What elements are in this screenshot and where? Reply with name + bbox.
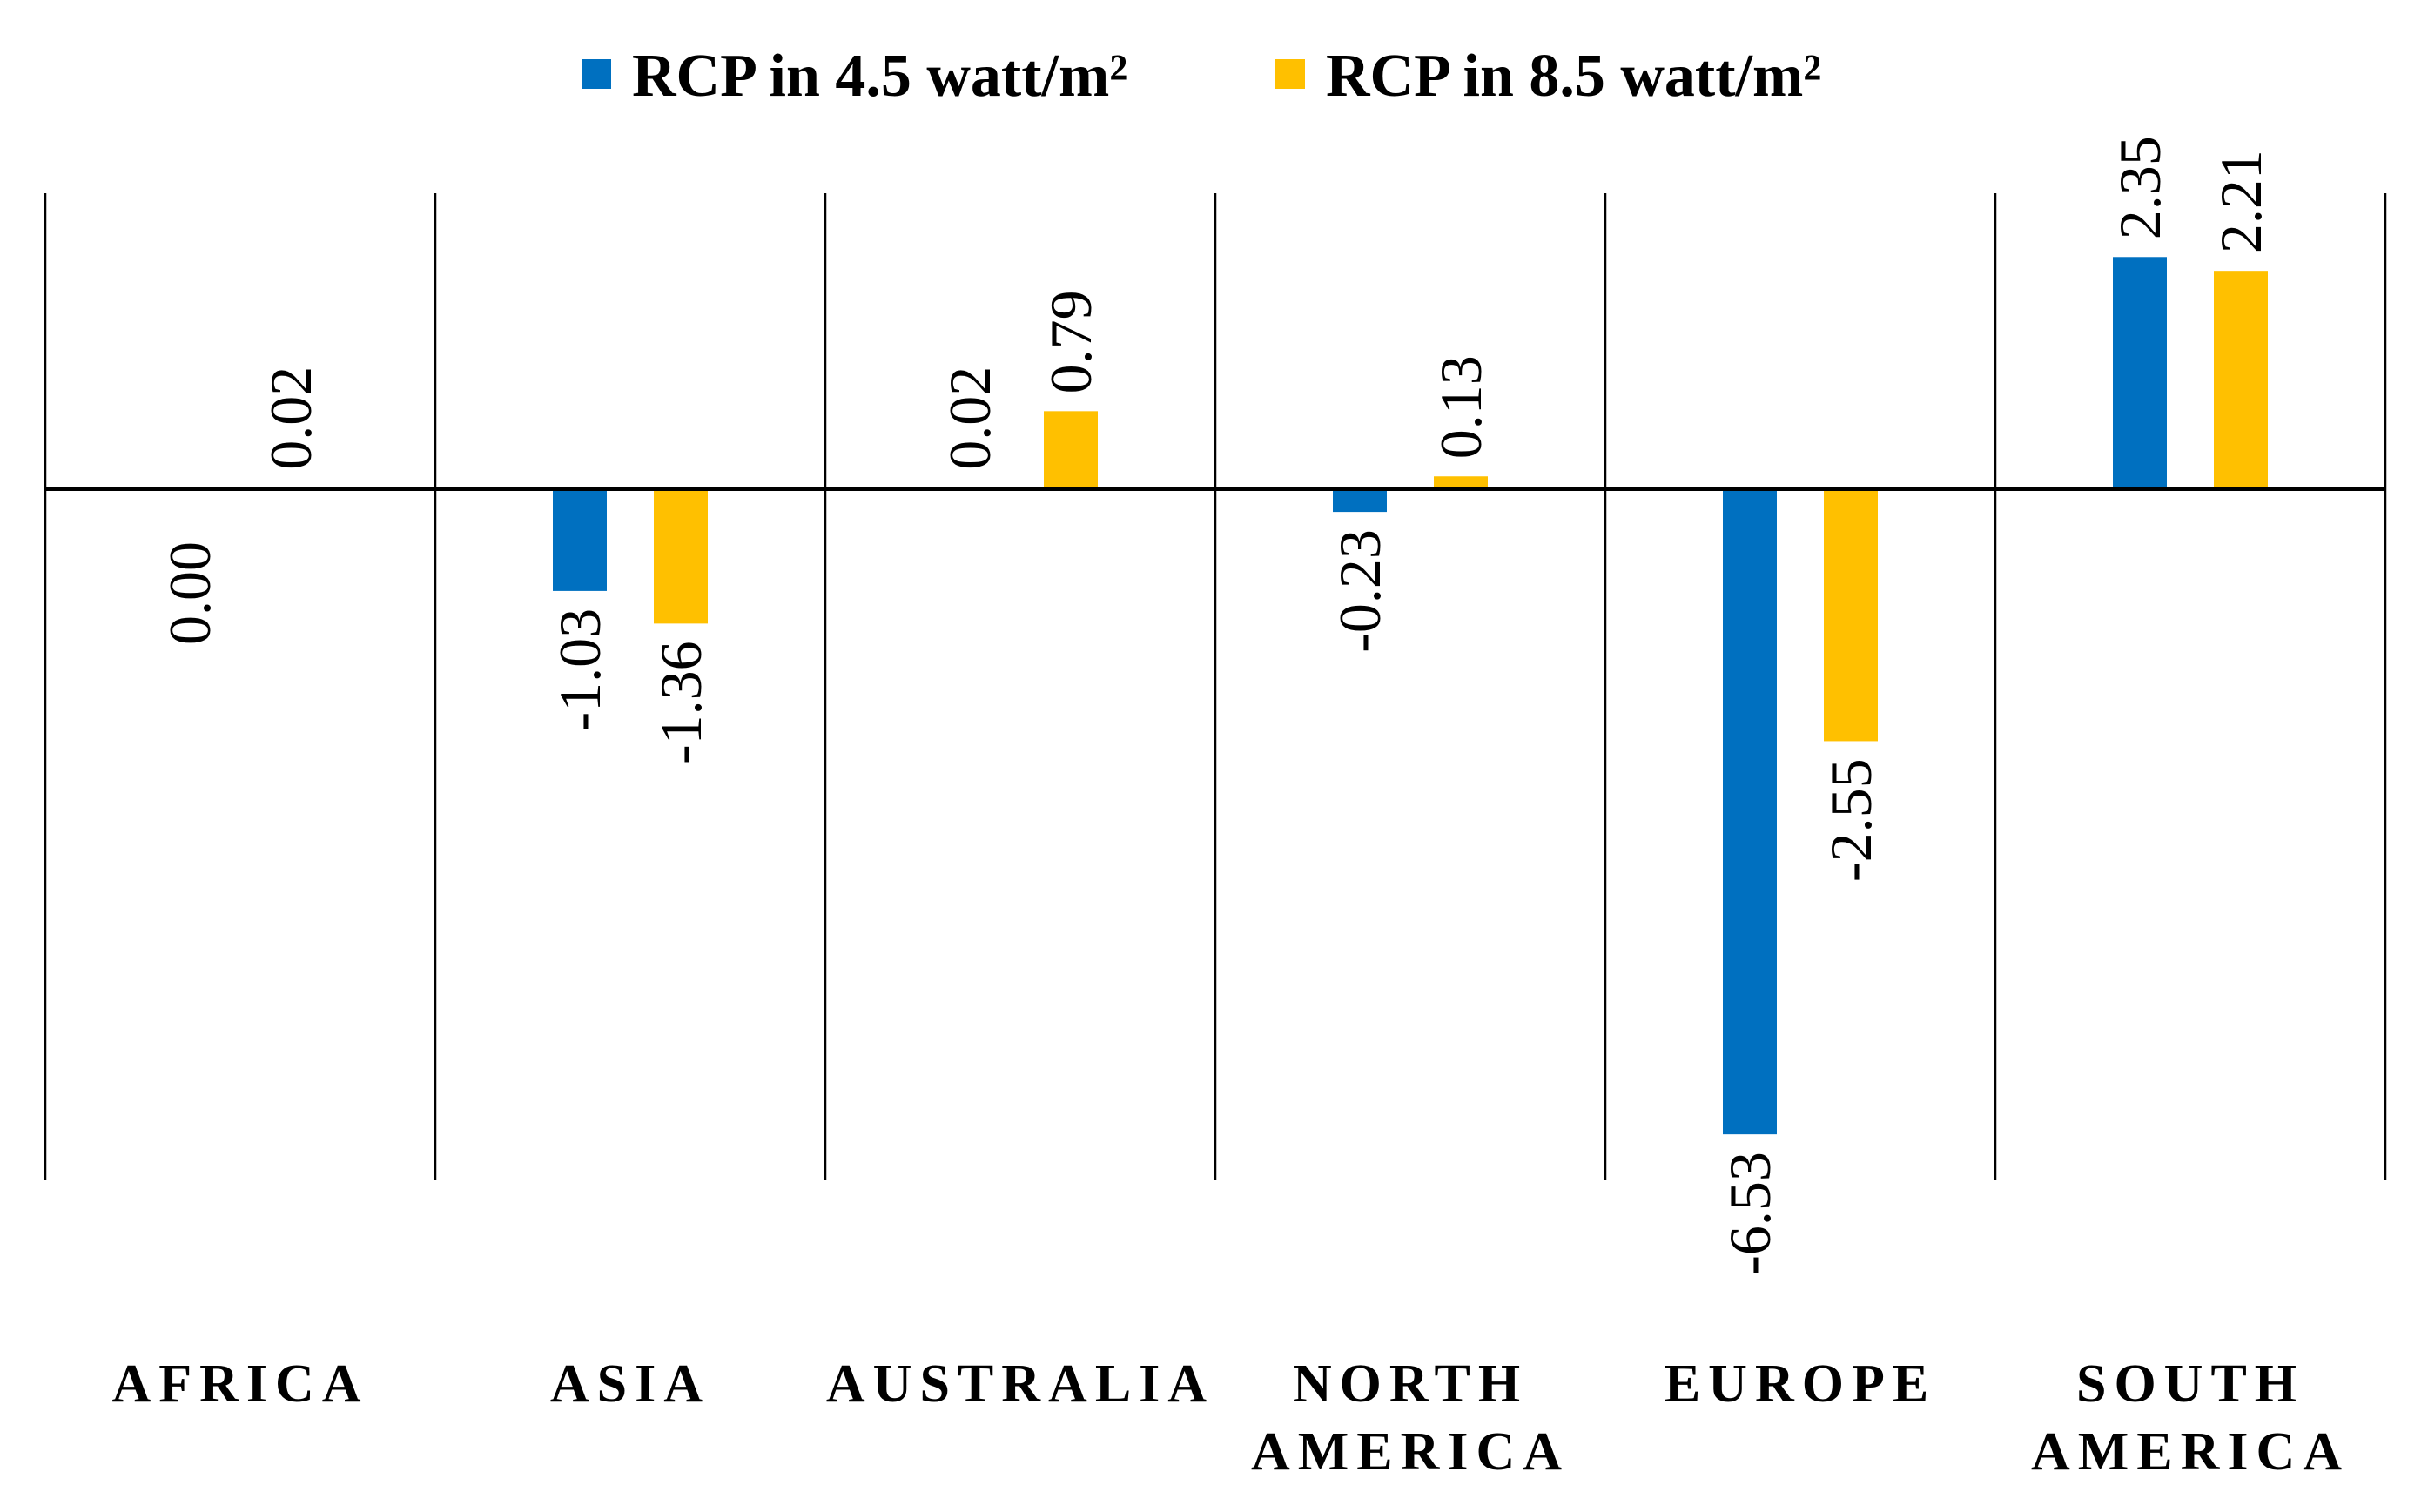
category-label-6-line-1: SOUTH — [2076, 1354, 2304, 1414]
data-label-2-2: -1.36 — [648, 641, 714, 764]
category-label-5-line-1: EUROPE — [1665, 1354, 1936, 1414]
bar-1-2 — [553, 489, 607, 591]
category-separators — [44, 193, 2387, 1180]
bar-2-2 — [654, 489, 708, 624]
bar-1-6 — [2113, 257, 2167, 489]
category-label-4-line-2: AMERICA — [1251, 1422, 1570, 1482]
data-label-1-6: 2.35 — [2107, 136, 2173, 239]
category-label-3: AUSTRALIA — [826, 1354, 1214, 1414]
bar-2-6 — [2214, 271, 2268, 489]
bar-2-3 — [1044, 411, 1098, 489]
data-label-2-4: 0.13 — [1428, 355, 1494, 459]
category-label-5: EUROPE — [1665, 1354, 1936, 1414]
category-label-1: AFRICA — [111, 1354, 368, 1414]
legend-swatch-2 — [1275, 59, 1305, 89]
bar-2-5 — [1824, 489, 1878, 742]
data-label-1-2: -1.03 — [547, 608, 613, 732]
data-label-2-3: 0.79 — [1038, 290, 1104, 393]
category-label-1-line-1: AFRICA — [111, 1354, 368, 1414]
bar-1-5 — [1723, 489, 1777, 1135]
category-labels: AFRICA ASIA AUSTRALIA NORTH AMERICA EUROPE SOU… — [111, 1354, 2350, 1482]
data-label-1-3: 0.02 — [937, 366, 1003, 470]
legend-label-1: RCP in 4.5 watt/m² — [632, 43, 1127, 110]
category-label-3-line-1: AUSTRALIA — [826, 1354, 1214, 1414]
data-label-2-5: -2.55 — [1818, 758, 1884, 882]
category-label-4: NORTH AMERICA — [1251, 1354, 1570, 1482]
data-labels: 0.00 0.02 -1.03 -1.36 0.02 0.79 -0.23 0.13 -6.53… — [157, 136, 2274, 1275]
category-label-6-line-2: AMERICA — [2031, 1422, 2350, 1482]
legend-swatch-1 — [582, 59, 611, 89]
data-label-1-5: -6.53 — [1717, 1152, 1783, 1275]
data-label-1-1: 0.00 — [157, 541, 223, 645]
legend: RCP in 4.5 watt/m² RCP in 8.5 watt/m² — [582, 43, 1821, 110]
bar-1-4 — [1333, 489, 1387, 513]
category-label-2-line-1: ASIA — [550, 1354, 710, 1414]
data-label-2-6: 2.21 — [2208, 150, 2274, 253]
legend-label-2: RCP in 8.5 watt/m² — [1326, 43, 1821, 110]
category-label-2: ASIA — [550, 1354, 710, 1414]
data-label-2-1: 0.02 — [258, 366, 324, 470]
bar-2-4 — [1434, 476, 1488, 489]
category-label-6: SOUTH AMERICA — [2031, 1354, 2350, 1482]
data-label-1-4: -0.23 — [1327, 529, 1393, 653]
bars — [264, 257, 2268, 1135]
category-label-4-line-1: NORTH — [1293, 1354, 1528, 1414]
